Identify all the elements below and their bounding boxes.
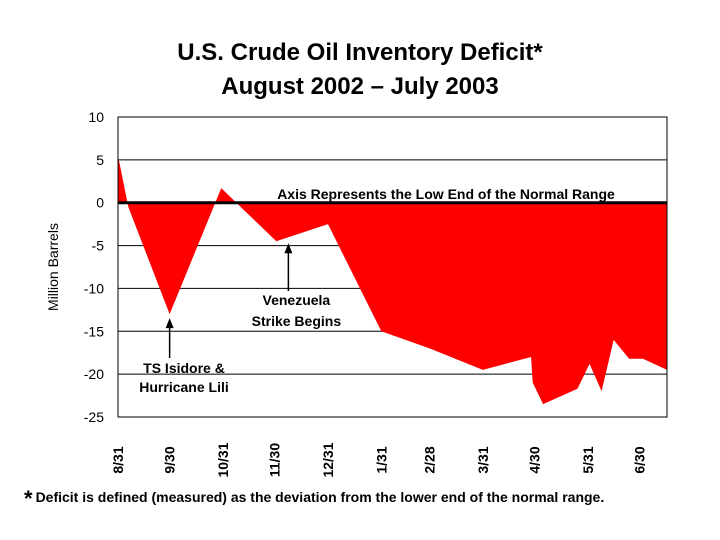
venezuela-arrow-head	[284, 243, 293, 254]
y-axis-label: Million Barrels	[45, 223, 61, 311]
y-tick-label: 0	[96, 195, 104, 211]
y-tick-label: -15	[84, 323, 104, 339]
y-tick-label: -25	[84, 409, 104, 425]
annotation-venezuela-line1: Venezuela	[263, 292, 331, 308]
x-tick-label: 5/31	[580, 446, 596, 473]
x-tick-label: 3/31	[475, 446, 491, 473]
x-tick-label: 4/30	[526, 446, 542, 473]
x-tick-label: 10/31	[215, 442, 231, 477]
chart-title: U.S. Crude Oil Inventory Deficit*	[177, 39, 543, 66]
footnote-text: Deficit is defined (measured) as the dev…	[35, 489, 605, 505]
y-tick-label: -20	[84, 366, 104, 382]
x-tick-label: 12/31	[320, 442, 336, 477]
x-tick-label: 1/31	[373, 446, 389, 473]
x-tick-label: 11/30	[267, 443, 283, 477]
x-tick-label: 6/30	[631, 446, 647, 473]
y-tick-label: -10	[84, 280, 104, 296]
y-tick-label: -5	[92, 238, 105, 254]
x-tick-label: 8/31	[110, 446, 126, 473]
x-tick-label: 2/28	[422, 446, 438, 473]
footnote-marker: *	[24, 486, 33, 511]
y-tick-label: 10	[88, 109, 104, 125]
annotation-venezuela-line2: Strike Begins	[252, 313, 342, 329]
chart-subtitle: August 2002 – July 2003	[221, 73, 499, 100]
plot-border	[117, 116, 668, 418]
deficit-area	[118, 155, 667, 405]
annotation-hurricane-line2: Hurricane Lili	[139, 379, 228, 395]
x-tick-label: 9/30	[162, 446, 178, 473]
hurricane-arrow-head	[165, 318, 174, 329]
footnote: * Deficit is defined (measured) as the de…	[24, 486, 604, 512]
annotation-normal-range: Axis Represents the Low End of the Norma…	[277, 186, 615, 202]
annotation-hurricane-line1: TS Isidore &	[143, 360, 225, 376]
y-tick-label: 5	[96, 152, 104, 168]
